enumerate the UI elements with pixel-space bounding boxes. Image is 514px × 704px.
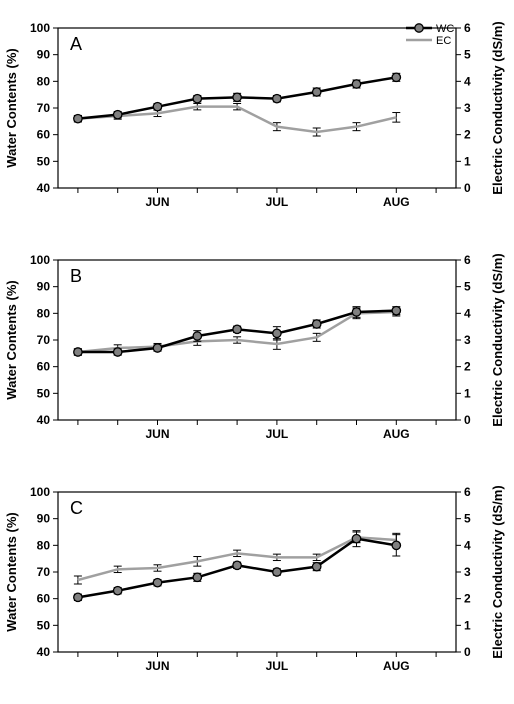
chart-panel-C: 40 50 60 70 80 90 100 0 1 2 3 4 5 6 JUN JUL AUG Water Con… — [0, 474, 514, 694]
wc-marker — [153, 578, 161, 586]
plot-frame — [58, 260, 456, 420]
ytick-right-label: 2 — [464, 360, 471, 374]
ytick-right-label: 4 — [464, 306, 471, 320]
ytick-left-label: 60 — [37, 360, 51, 374]
ytick-left-label: 90 — [37, 280, 51, 294]
wc-marker — [193, 573, 201, 581]
ytick-left-label: 40 — [37, 181, 51, 195]
xtick-label: JUN — [145, 659, 169, 673]
wc-marker — [392, 541, 400, 549]
ytick-left-label: 60 — [37, 592, 51, 606]
ytick-right-label: 5 — [464, 280, 471, 294]
ylabel-right: Electric Conductivity (dS/m) — [490, 253, 505, 426]
ytick-left-label: 100 — [30, 253, 50, 267]
ytick-right-label: 3 — [464, 101, 471, 115]
xtick-label: JUN — [145, 427, 169, 441]
ytick-left-label: 50 — [37, 386, 51, 400]
panel-label: C — [70, 498, 83, 518]
ytick-right-label: 3 — [464, 333, 471, 347]
wc-marker — [273, 568, 281, 576]
wc-marker — [114, 586, 122, 594]
legend-wc-marker — [415, 24, 423, 32]
wc-marker — [114, 348, 122, 356]
wc-marker — [273, 329, 281, 337]
ytick-left-label: 80 — [37, 538, 51, 552]
ytick-left-label: 70 — [37, 333, 51, 347]
ytick-left-label: 80 — [37, 306, 51, 320]
ytick-left-label: 60 — [37, 128, 51, 142]
legend-ec-label: EC — [436, 35, 451, 47]
ytick-right-label: 5 — [464, 48, 471, 62]
wc-marker — [193, 94, 201, 102]
ytick-right-label: 1 — [464, 618, 471, 632]
xtick-label: AUG — [383, 195, 410, 209]
ytick-left-label: 40 — [37, 413, 51, 427]
ytick-left-label: 80 — [37, 74, 51, 88]
wc-marker — [313, 562, 321, 570]
xtick-label: AUG — [383, 659, 410, 673]
ylabel-right: Electric Conductivity (dS/m) — [490, 21, 505, 194]
xtick-label: JUN — [145, 195, 169, 209]
chart-panel-A: 40 50 60 70 80 90 100 0 1 2 3 4 5 6 JUN JUL AUG Water Con… — [0, 10, 514, 230]
wc-marker — [233, 325, 241, 333]
wc-marker — [153, 344, 161, 352]
xtick-label: AUG — [383, 427, 410, 441]
plot-frame — [58, 28, 456, 188]
ytick-right-label: 0 — [464, 181, 471, 195]
ytick-right-label: 1 — [464, 386, 471, 400]
wc-marker — [313, 88, 321, 96]
wc-marker — [74, 348, 82, 356]
ytick-right-label: 0 — [464, 645, 471, 659]
panel-label: B — [70, 266, 82, 286]
wc-marker — [352, 80, 360, 88]
wc-marker — [273, 94, 281, 102]
ytick-left-label: 90 — [37, 512, 51, 526]
wc-marker — [233, 561, 241, 569]
ytick-right-label: 6 — [464, 21, 471, 35]
wc-marker — [74, 593, 82, 601]
ylabel-left: Water Contents (%) — [4, 512, 19, 631]
ytick-right-label: 1 — [464, 154, 471, 168]
legend-wc-label: WC — [436, 23, 454, 35]
figure-container: 4050607080901000123456JUNJULAUGWater Con… — [0, 0, 514, 704]
ytick-right-label: 4 — [464, 538, 471, 552]
ec-line — [78, 107, 396, 132]
wc-marker — [352, 534, 360, 542]
ytick-right-label: 3 — [464, 565, 471, 579]
wc-marker — [74, 114, 82, 122]
panel-label: A — [70, 34, 82, 54]
ytick-right-label: 0 — [464, 413, 471, 427]
ylabel-left: Water Contents (%) — [4, 48, 19, 167]
wc-marker — [114, 110, 122, 118]
ytick-right-label: 6 — [464, 485, 471, 499]
ytick-right-label: 2 — [464, 128, 471, 142]
ytick-left-label: 70 — [37, 565, 51, 579]
ytick-left-label: 70 — [37, 101, 51, 115]
xtick-label: JUL — [266, 195, 289, 209]
ytick-left-label: 90 — [37, 48, 51, 62]
xtick-label: JUL — [266, 659, 289, 673]
ytick-right-label: 5 — [464, 512, 471, 526]
wc-marker — [392, 73, 400, 81]
ytick-left-label: 50 — [37, 154, 51, 168]
ytick-right-label: 6 — [464, 253, 471, 267]
chart-panel-B: 40 50 60 70 80 90 100 0 1 2 3 4 5 6 JUN JUL AUG Water Con… — [0, 242, 514, 462]
ytick-left-label: 40 — [37, 645, 51, 659]
ytick-right-label: 2 — [464, 592, 471, 606]
ytick-right-label: 4 — [464, 74, 471, 88]
ytick-left-label: 50 — [37, 618, 51, 632]
wc-marker — [153, 102, 161, 110]
wc-marker — [392, 306, 400, 314]
wc-marker — [193, 332, 201, 340]
ylabel-right: Electric Conductivity (dS/m) — [490, 485, 505, 658]
wc-marker — [233, 93, 241, 101]
xtick-label: JUL — [266, 427, 289, 441]
ytick-left-label: 100 — [30, 485, 50, 499]
ytick-left-label: 100 — [30, 21, 50, 35]
ylabel-left: Water Contents (%) — [4, 280, 19, 399]
wc-marker — [352, 308, 360, 316]
wc-marker — [313, 320, 321, 328]
